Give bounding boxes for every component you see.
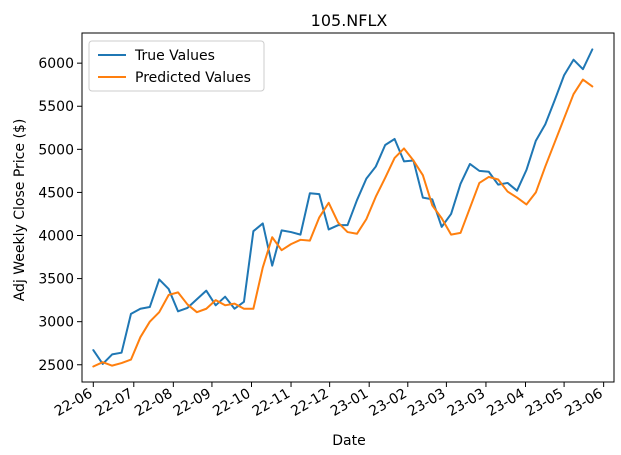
chart-title: 105.NFLX xyxy=(311,11,388,30)
series-line-true-values xyxy=(92,48,594,365)
y-tick-label: 6000 xyxy=(38,56,74,72)
y-tick-label: 5500 xyxy=(38,99,74,115)
legend-label: True Values xyxy=(134,48,215,64)
x-axis-title: Date xyxy=(332,433,365,449)
legend: True Values Predicted Values xyxy=(88,40,265,92)
y-axis-title: Adj Weekly Close Price ($) xyxy=(12,119,28,302)
series-line-predicted-values xyxy=(92,78,594,368)
y-tick-label: 4500 xyxy=(38,185,74,201)
y-tick-label: 5000 xyxy=(38,142,74,158)
legend-label: Predicted Values xyxy=(135,70,251,86)
legend-box xyxy=(88,40,265,92)
axes-frame xyxy=(81,32,615,383)
y-tick-label: 4000 xyxy=(38,229,74,245)
y-tick-label: 3000 xyxy=(38,315,74,331)
y-tick-label: 2500 xyxy=(38,358,74,374)
y-tick-label: 3500 xyxy=(38,272,74,288)
